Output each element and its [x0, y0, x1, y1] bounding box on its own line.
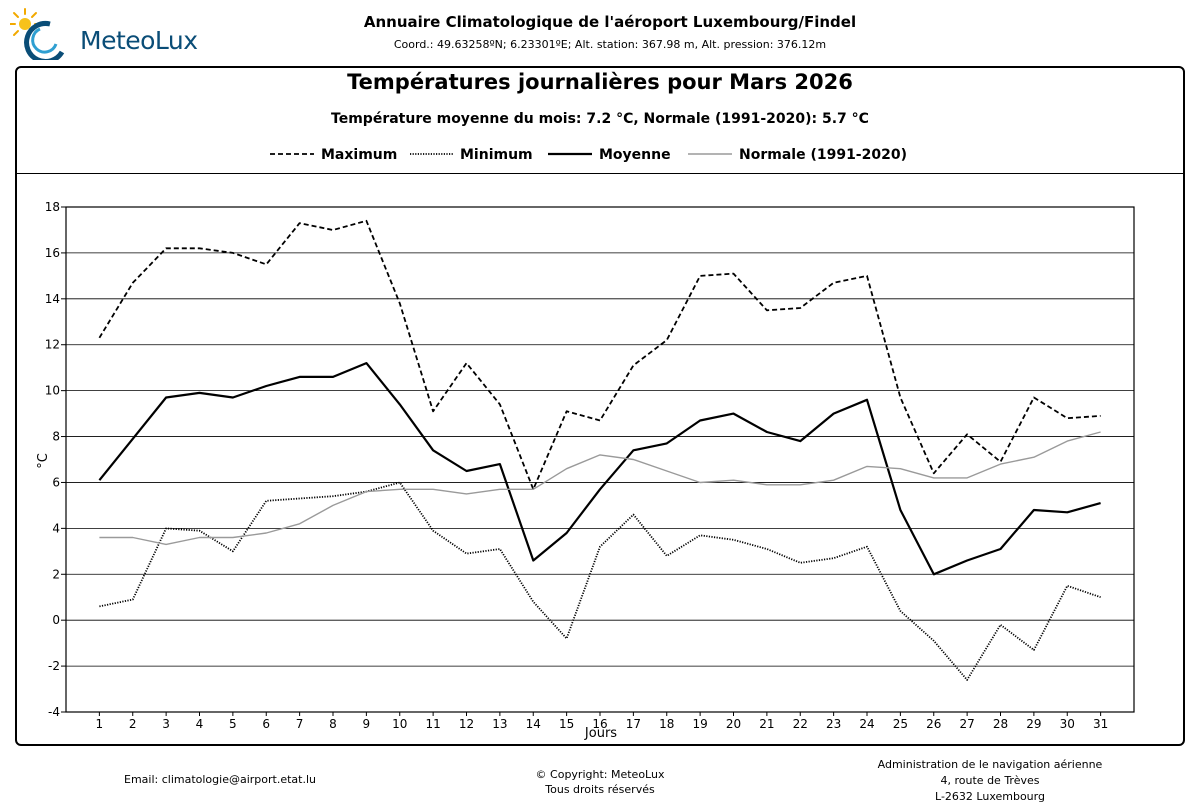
x-tick-labels: 1 2 3 4 5 6 7 8 9 10 11 12 13 14 15 16 17 18 19 20 21 22 23 24 2… [96, 712, 1108, 731]
y-tick-label: 12 [45, 338, 60, 352]
logo-text: MeteoLux [80, 26, 198, 55]
meteolux-logo: MeteoLux [9, 8, 198, 64]
series-line-minimum [99, 481, 1101, 681]
y-tick-label: 6 [52, 475, 60, 489]
x-tick-label: 15 [559, 717, 574, 731]
x-tick-label: 18 [659, 717, 674, 731]
x-tick-label: 27 [959, 717, 974, 731]
admin-city: L-2632 Luxembourg [935, 790, 1045, 803]
x-tick-label: 23 [826, 717, 841, 731]
legend-label-moyenne: Moyenne [599, 147, 671, 163]
x-tick-label: 11 [425, 717, 440, 731]
legend: Maximum Minimum Moyenne Normale (1991-2020) [270, 147, 907, 163]
footer-address: Administration de le navigation aérienne… [860, 757, 1120, 805]
y-tick-labels: -4 -2 0 2 4 6 8 10 12 14 16 18 [45, 200, 66, 719]
x-tick-label: 4 [196, 717, 204, 731]
x-tick-label: 19 [692, 717, 707, 731]
x-tick-label: 13 [492, 717, 507, 731]
chart-title: Températures journalières pour Mars 2026 [347, 70, 853, 94]
series-line-normale-1991-2020 [99, 431, 1101, 546]
y-tick-label: -4 [48, 705, 60, 719]
report-title: Annuaire Climatologique de l'aéroport Lu… [363, 13, 857, 31]
y-tick-label: 18 [45, 200, 60, 214]
x-tick-label: 25 [893, 717, 908, 731]
y-tick-label: 10 [45, 384, 60, 398]
series-line-maximum [98, 219, 1101, 491]
x-tick-label: 10 [392, 717, 407, 731]
x-tick-label: 8 [329, 717, 337, 731]
copyright-text: © Copyright: MeteoLux [535, 768, 665, 781]
station-coordinates: Coord.: 49.63258ºN; 6.23301ºE; Alt. stat… [393, 38, 827, 51]
footer-copyright: © Copyright: MeteoLux Tous droits réserv… [500, 767, 700, 797]
y-tick-label: -2 [48, 659, 60, 673]
x-tick-label: 3 [162, 717, 170, 731]
admin-street: 4, route de Trèves [940, 774, 1040, 787]
x-tick-label: 28 [993, 717, 1008, 731]
plot-border [65, 206, 1135, 713]
y-tick-label: 0 [52, 613, 60, 627]
grid-lines [66, 206, 1134, 713]
x-tick-label: 9 [363, 717, 371, 731]
y-tick-label: 8 [52, 430, 60, 444]
admin-name: Administration de le navigation aérienne [877, 758, 1103, 771]
footer-email: Email: climatologie@airport.etat.lu [124, 773, 316, 786]
chart-subtitle: Température moyenne du mois: 7.2 °C, Nor… [331, 111, 869, 127]
chart-frame [15, 66, 1185, 746]
x-tick-label: 5 [229, 717, 237, 731]
y-tick-label: 2 [52, 567, 60, 581]
legend-label-minimum: Minimum [460, 147, 533, 163]
series-line-moyenne [98, 362, 1101, 576]
x-tick-label: 26 [926, 717, 941, 731]
frame-divider [16, 173, 1184, 174]
x-tick-label: 2 [129, 717, 137, 731]
x-tick-label: 6 [262, 717, 270, 731]
legend-label-normale-1991-2020: Normale (1991-2020) [739, 147, 907, 163]
x-tick-label: 1 [96, 717, 104, 731]
x-tick-label: 21 [759, 717, 774, 731]
sun-logo-icon [9, 8, 65, 64]
y-axis-label: °C [36, 453, 51, 469]
x-tick-label: 12 [459, 717, 474, 731]
x-tick-label: 14 [526, 717, 541, 731]
x-tick-label: 16 [592, 717, 607, 731]
x-tick-label: 30 [1060, 717, 1075, 731]
legend-label-maximum: Maximum [321, 147, 397, 163]
x-tick-label: 31 [1093, 717, 1108, 731]
x-tick-label: 24 [859, 717, 874, 731]
x-tick-label: 7 [296, 717, 304, 731]
series-lines [98, 219, 1101, 681]
x-axis-label: Jours [584, 726, 617, 741]
rights-text: Tous droits réservés [545, 783, 655, 796]
x-tick-label: 17 [626, 717, 641, 731]
y-tick-label: 16 [45, 246, 60, 260]
x-tick-label: 20 [726, 717, 741, 731]
x-tick-label: 22 [793, 717, 808, 731]
y-tick-label: 4 [52, 521, 60, 535]
y-tick-label: 14 [45, 292, 60, 306]
x-tick-label: 29 [1026, 717, 1041, 731]
